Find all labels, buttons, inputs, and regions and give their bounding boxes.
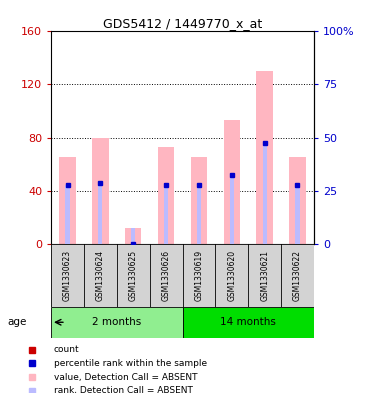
Text: value, Detection Call = ABSENT: value, Detection Call = ABSENT	[54, 373, 197, 382]
Text: GSM1330625: GSM1330625	[129, 250, 138, 301]
Bar	[125, 228, 142, 244]
Text: GSM1330624: GSM1330624	[96, 250, 105, 301]
Bar	[158, 147, 174, 244]
Bar	[65, 185, 70, 244]
Text: percentile rank within the sample: percentile rank within the sample	[54, 359, 207, 368]
Bar	[182, 307, 314, 338]
Text: GSM1330623: GSM1330623	[63, 250, 72, 301]
Bar	[223, 120, 240, 244]
Text: 14 months: 14 months	[220, 317, 276, 327]
Bar	[59, 158, 76, 244]
Bar	[164, 185, 168, 244]
Bar	[262, 143, 267, 244]
Bar	[98, 182, 103, 244]
Text: count: count	[54, 345, 80, 354]
Bar	[289, 158, 306, 244]
Text: age: age	[7, 317, 27, 327]
Text: GSM1330626: GSM1330626	[162, 250, 170, 301]
Text: rank, Detection Call = ABSENT: rank, Detection Call = ABSENT	[54, 386, 193, 393]
Title: GDS5412 / 1449770_x_at: GDS5412 / 1449770_x_at	[103, 17, 262, 30]
Bar	[51, 307, 182, 338]
Text: GSM1330620: GSM1330620	[227, 250, 236, 301]
Bar	[92, 138, 109, 244]
Bar	[197, 185, 201, 244]
Bar	[191, 158, 207, 244]
Bar	[256, 71, 273, 244]
Text: GSM1330619: GSM1330619	[195, 250, 203, 301]
Bar	[131, 228, 135, 244]
Text: 2 months: 2 months	[92, 317, 141, 327]
Bar	[230, 177, 234, 244]
Text: GSM1330622: GSM1330622	[293, 250, 302, 301]
Bar	[295, 188, 300, 244]
Text: GSM1330621: GSM1330621	[260, 250, 269, 301]
